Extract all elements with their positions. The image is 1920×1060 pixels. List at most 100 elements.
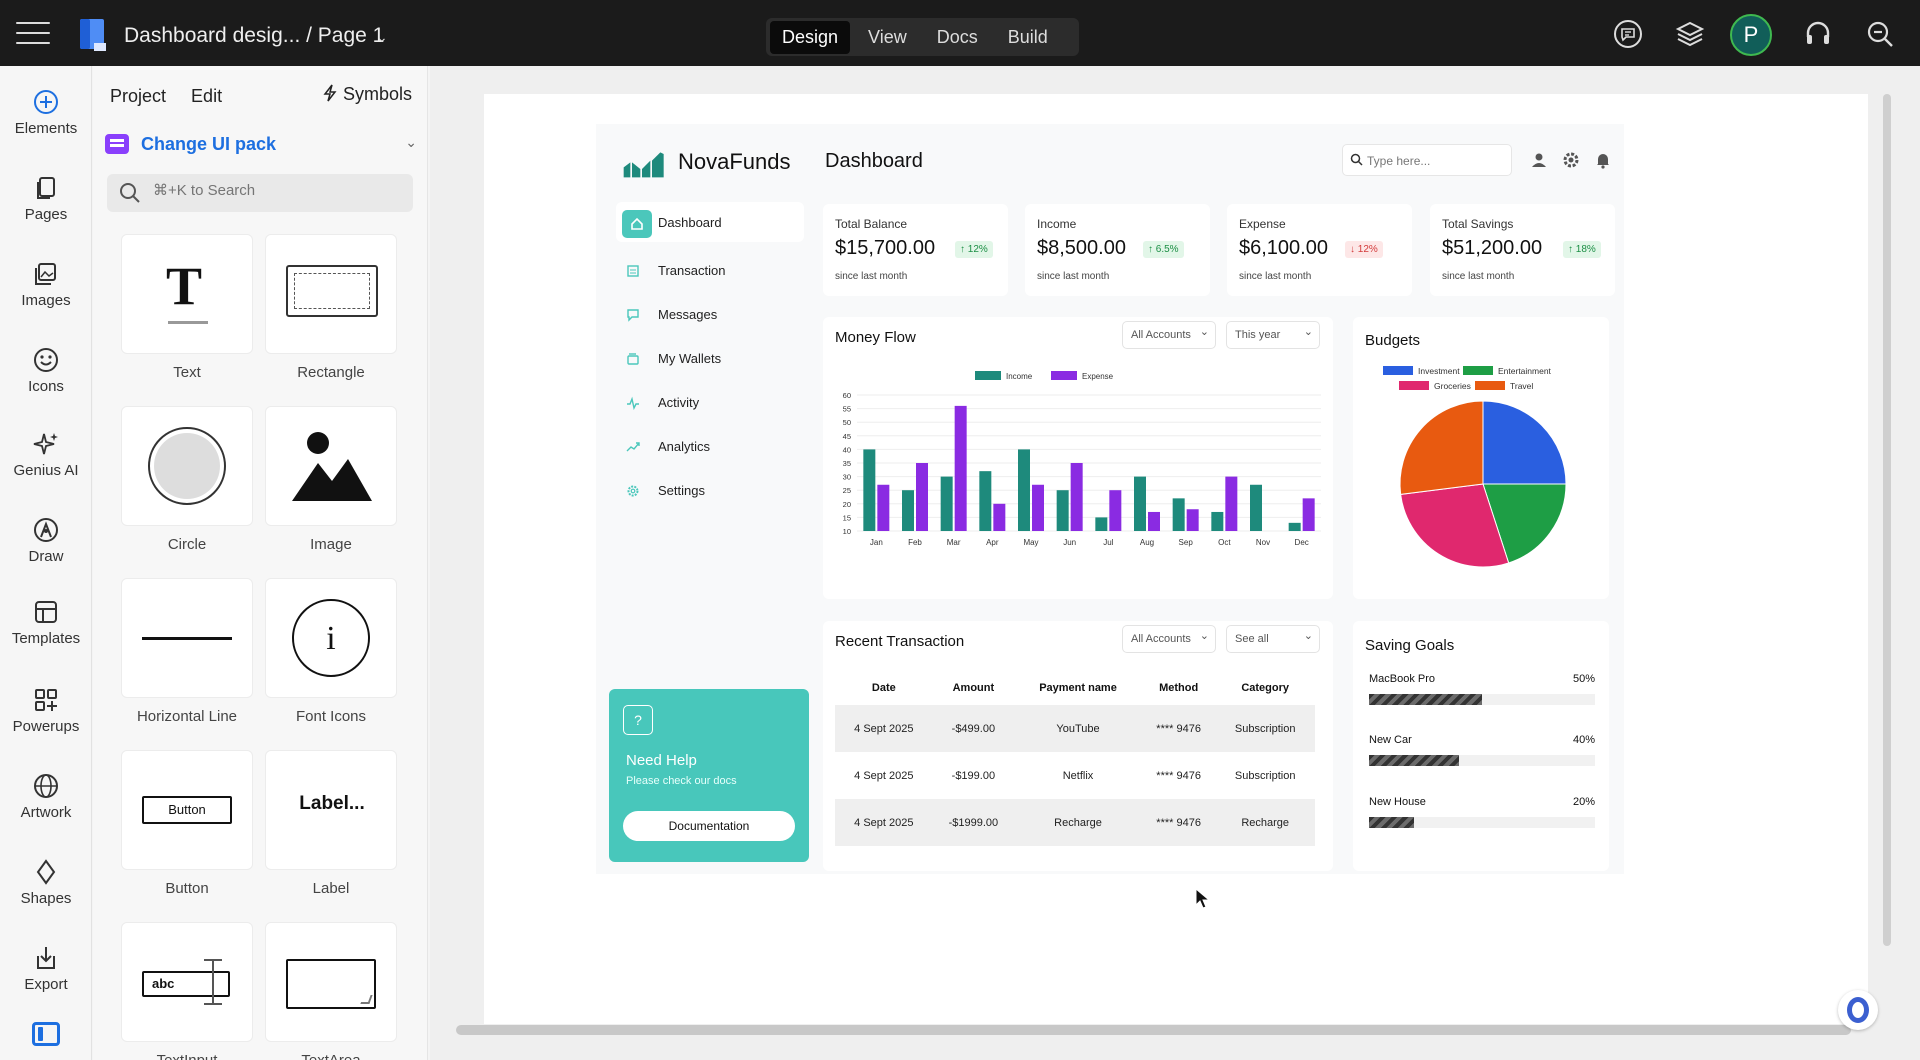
x-tick-label: Nov: [1256, 538, 1270, 547]
wallet-icon: [622, 348, 644, 370]
legend-swatch: [1463, 366, 1493, 375]
trend-up-icon: [622, 436, 644, 458]
table-row[interactable]: 4 Sept 2025 -$499.00 YouTube **** 9476 S…: [835, 705, 1315, 752]
bar-income: [1172, 498, 1185, 531]
nav-messages[interactable]: Messages: [616, 294, 804, 334]
element-tile-textinput[interactable]: abc: [121, 922, 253, 1042]
element-tile-horizontal-line[interactable]: [121, 578, 253, 698]
accounts-filter[interactable]: All Accounts: [1122, 623, 1216, 653]
rail-shapes[interactable]: Shapes: [0, 858, 92, 907]
see-all-filter[interactable]: See all: [1226, 623, 1320, 653]
tab-build[interactable]: Build: [1007, 26, 1048, 47]
horizontal-scrollbar[interactable]: [456, 1025, 1851, 1035]
layers-icon[interactable]: [1672, 16, 1708, 52]
y-tick-label: 45: [843, 432, 851, 441]
x-tick-label: Jul: [1103, 538, 1113, 547]
stat-card-total-savings: Total Savings $51,200.00 ↑ 18% since las…: [1430, 204, 1615, 296]
symbols-label: Symbols: [343, 84, 413, 104]
dashboard-search[interactable]: Type here...: [1342, 144, 1512, 176]
zoom-out-icon[interactable]: [1862, 16, 1898, 52]
message-icon: [622, 304, 644, 326]
legend-label: Entertainment: [1498, 366, 1552, 376]
goal-progress-fill: [1369, 817, 1415, 828]
rail-icons[interactable]: Icons: [0, 346, 92, 395]
rail-draw[interactable]: Draw: [0, 516, 92, 565]
nav-my-wallets[interactable]: My Wallets: [616, 338, 804, 378]
goal-percent: 20%: [1572, 796, 1595, 808]
chevron-down-icon[interactable]: ⌄: [405, 134, 417, 150]
pie-slice-entertainment: [1482, 483, 1567, 564]
bar-expense: [1302, 498, 1315, 531]
element-tile-textarea[interactable]: [265, 922, 397, 1042]
table-row[interactable]: 4 Sept 2025 -$199.00 Netflix **** 9476 S…: [835, 752, 1315, 799]
nav-transaction[interactable]: Transaction: [616, 250, 804, 290]
hamburger-menu-icon[interactable]: [16, 22, 50, 46]
rail-templates[interactable]: Templates: [0, 598, 92, 647]
dashboard-design[interactable]: NovaFunds Dashboard Type here... Dashboa…: [596, 124, 1624, 874]
table-cell: Recharge: [1215, 799, 1315, 846]
element-tile-font-icons[interactable]: i: [265, 578, 397, 698]
rail-images[interactable]: Images: [0, 260, 92, 309]
card-title: Saving Goals: [1365, 637, 1455, 654]
element-tile-label[interactable]: Label...: [265, 750, 397, 870]
chevron-down-icon[interactable]: ⌄: [376, 29, 388, 45]
nav-settings[interactable]: Settings: [616, 470, 804, 510]
tab-docs[interactable]: Docs: [936, 26, 978, 47]
stat-card-expense: Expense $6,100.00 ↓ 12% since last month: [1227, 204, 1412, 296]
bar-income: [940, 476, 953, 531]
element-tile-circle[interactable]: [121, 406, 253, 526]
element-tile-button[interactable]: Button: [121, 750, 253, 870]
menu-edit[interactable]: Edit: [191, 86, 223, 106]
user-icon[interactable]: [1529, 150, 1549, 170]
assistant-bubble-icon[interactable]: [1838, 990, 1878, 1030]
accounts-filter[interactable]: All Accounts: [1122, 319, 1216, 349]
goal-name: New Car: [1369, 734, 1412, 746]
bar-expense: [993, 503, 1006, 531]
legend-swatch: [1399, 381, 1429, 390]
brand-name: NovaFunds: [678, 149, 791, 174]
headset-icon[interactable]: [1800, 16, 1836, 52]
rail-label: Draw: [28, 548, 64, 565]
rail-elements[interactable]: Elements: [0, 88, 92, 137]
nav-analytics[interactable]: Analytics: [616, 426, 804, 466]
rail-label: Pages: [24, 206, 68, 223]
page-title: Dashboard: [825, 150, 923, 172]
rail-powerups[interactable]: Powerups: [0, 686, 92, 735]
help-title: Need Help: [626, 752, 697, 769]
stat-card-income: Income $8,500.00 ↑ 6.5% since last month: [1025, 204, 1210, 296]
change-ui-pack[interactable]: Change UI pack ⌄: [105, 132, 417, 162]
bar-income: [1095, 517, 1108, 531]
rail-export[interactable]: Export: [0, 944, 92, 993]
tab-design[interactable]: Design: [770, 20, 851, 54]
help-icon: ?: [623, 705, 653, 735]
panel-toggle-icon[interactable]: [32, 1022, 60, 1046]
search-icon: [120, 183, 140, 203]
documentation-button[interactable]: Documentation: [623, 811, 795, 841]
rail-genius-ai[interactable]: Genius AI: [0, 430, 92, 479]
symbols-button[interactable]: Symbols: [323, 84, 412, 105]
tab-view[interactable]: View: [868, 26, 907, 47]
tile-label-horizontal-line: Horizontal Line: [136, 708, 238, 725]
search-input[interactable]: [153, 182, 393, 199]
vertical-scrollbar[interactable]: [1883, 94, 1891, 946]
nav-dashboard[interactable]: Dashboard: [616, 202, 804, 242]
x-tick-label: Aug: [1140, 538, 1154, 547]
card-title: Budgets: [1365, 332, 1421, 349]
bell-icon[interactable]: [1593, 150, 1613, 170]
element-tile-text[interactable]: T: [121, 234, 253, 354]
text-cursor-icon: [212, 959, 214, 1005]
user-avatar[interactable]: P: [1730, 14, 1772, 56]
rail-pages[interactable]: Pages: [0, 174, 92, 223]
document-title[interactable]: Dashboard desig... / Page 1: [124, 24, 385, 47]
table-row[interactable]: 4 Sept 2025 -$1999.00 Recharge **** 9476…: [835, 799, 1315, 846]
element-tile-image[interactable]: [265, 406, 397, 526]
rail-artwork[interactable]: Artwork: [0, 772, 92, 821]
panel-menus: Project Edit: [110, 86, 242, 107]
settings-icon[interactable]: [1561, 150, 1581, 170]
element-tile-rectangle[interactable]: [265, 234, 397, 354]
menu-project[interactable]: Project: [110, 86, 167, 106]
comments-icon[interactable]: [1610, 16, 1646, 52]
period-filter[interactable]: This year: [1226, 319, 1320, 349]
bar-expense: [1186, 509, 1199, 531]
nav-activity[interactable]: Activity: [616, 382, 804, 422]
